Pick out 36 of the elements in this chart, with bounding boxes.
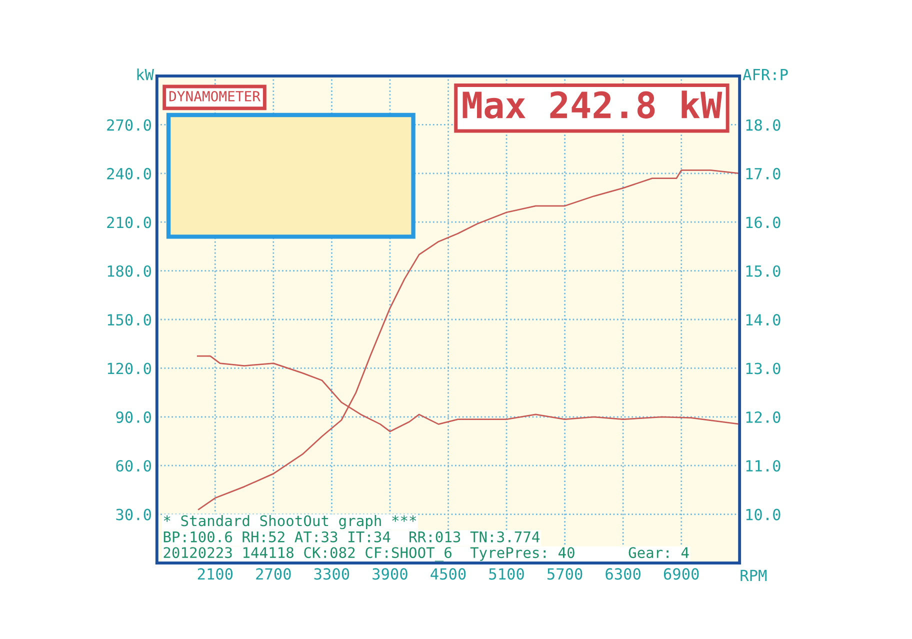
y2-tick-label: 10.0 <box>746 508 780 520</box>
x-tick-label: 3900 <box>372 568 408 580</box>
y-tick-label: 150.0 <box>108 314 152 326</box>
y-tick-label: 210.0 <box>107 216 152 228</box>
y-tick-label: 90.0 <box>116 411 152 423</box>
x-axis-title: RPM <box>740 570 767 581</box>
y-tick-label: 60.0 <box>116 460 152 472</box>
x-tick-label: 2700 <box>256 568 291 580</box>
y2-tick-label: 11.0 <box>746 460 780 472</box>
y-axis-title: kW <box>137 68 154 80</box>
y2-tick-label: 17.0 <box>746 168 780 180</box>
x-tick-label: 4500 <box>430 568 466 580</box>
x-tick-label: 3300 <box>314 568 350 580</box>
text: DYNAMOMETER <box>169 90 260 102</box>
annotation: * Standard ShootOut graph *** <box>164 514 416 530</box>
annotation: Max 242.8 kW <box>462 90 722 119</box>
x-tick-label: 5700 <box>547 568 582 580</box>
x-tick-label: 6300 <box>606 568 640 580</box>
y2-tick-label: 12.0 <box>746 411 780 423</box>
y2-tick-label: 16.0 <box>746 216 780 228</box>
y-tick-label: 30.0 <box>116 508 152 520</box>
y2-tick-label: 13.0 <box>746 362 780 374</box>
line-series <box>198 169 740 510</box>
y-tick-label: 240.0 <box>107 168 152 180</box>
x-tick-label: 6900 <box>664 568 699 580</box>
y2-tick-label: 15.0 <box>746 265 780 277</box>
x-tick-label: 5100 <box>489 568 524 580</box>
x-tick-label: 2100 <box>198 568 233 580</box>
annotation: BP:100.6 RH:52 AT:33 IT:34 RR:013 TN:3.774 <box>164 531 540 542</box>
y-tick-label: 270.0 <box>107 119 152 131</box>
y-tick-label: 180.0 <box>108 265 152 277</box>
annotation: 20120223 144118 CK:082 CF:SHOOT_6 TyrePres: 40 Gear: 4 <box>164 547 689 562</box>
y2-tick-label: 18.0 <box>746 119 780 131</box>
y-tick-label: 120.0 <box>108 362 152 374</box>
y2-tick-label: 14.0 <box>746 314 780 326</box>
y2-axis-title: AFR:P <box>742 69 788 80</box>
